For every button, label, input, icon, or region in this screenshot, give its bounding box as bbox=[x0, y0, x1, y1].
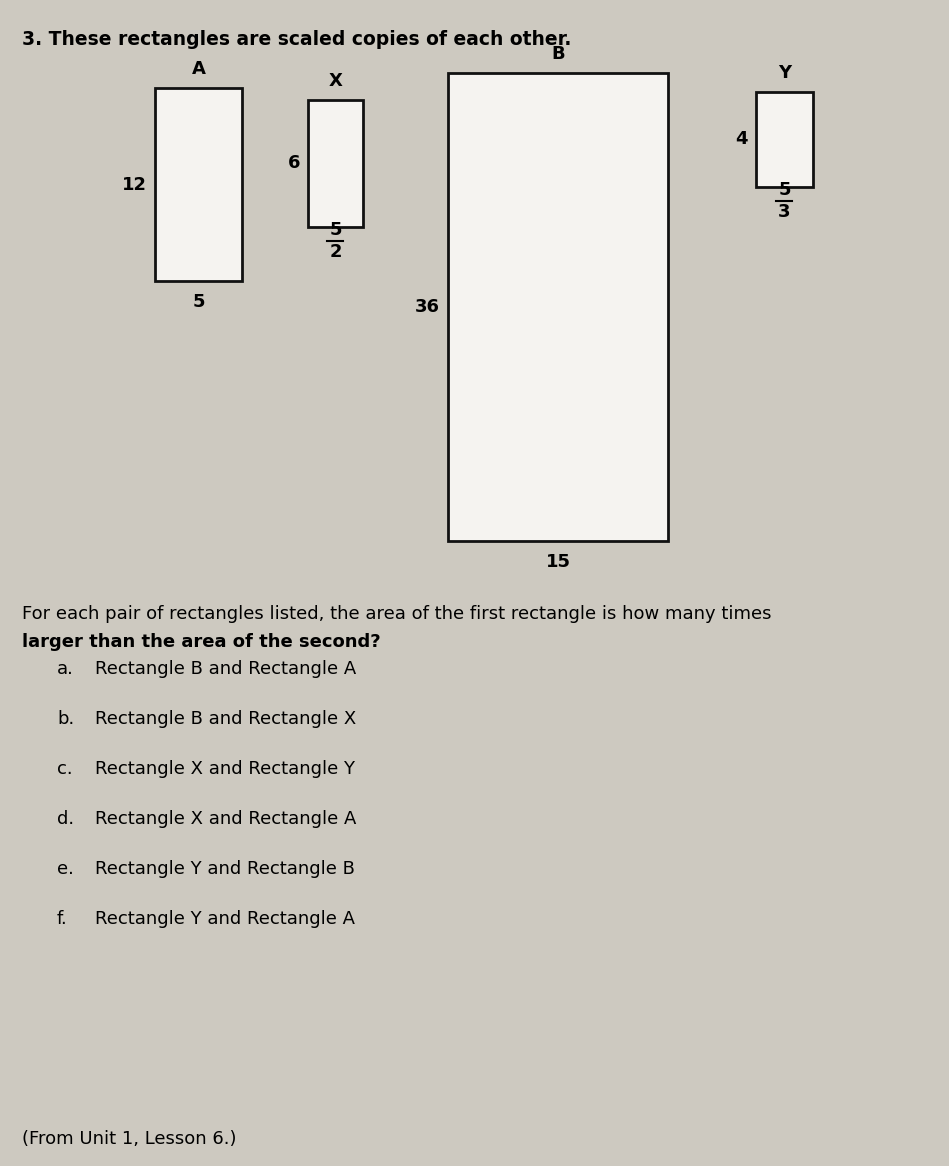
Text: 36: 36 bbox=[415, 298, 440, 316]
Text: 5: 5 bbox=[778, 181, 791, 199]
Text: 5: 5 bbox=[329, 222, 342, 239]
Text: 6: 6 bbox=[288, 155, 300, 173]
Text: d.: d. bbox=[57, 810, 74, 828]
Bar bbox=[448, 73, 668, 541]
Text: f.: f. bbox=[57, 909, 67, 928]
Text: Rectangle Y and Rectangle A: Rectangle Y and Rectangle A bbox=[95, 909, 355, 928]
Text: X: X bbox=[328, 72, 343, 90]
Text: a.: a. bbox=[57, 660, 74, 677]
Text: (From Unit 1, Lesson 6.): (From Unit 1, Lesson 6.) bbox=[22, 1130, 236, 1149]
Bar bbox=[308, 100, 363, 227]
Text: 4: 4 bbox=[735, 131, 748, 148]
Text: c.: c. bbox=[57, 760, 73, 778]
Text: larger than the area of the second?: larger than the area of the second? bbox=[22, 633, 381, 651]
Text: For each pair of rectangles listed, the area of the first rectangle is how many : For each pair of rectangles listed, the … bbox=[22, 605, 772, 623]
Text: e.: e. bbox=[57, 861, 74, 878]
Text: 3: 3 bbox=[778, 203, 791, 222]
Text: A: A bbox=[192, 59, 205, 78]
Text: 3. These rectangles are scaled copies of each other.: 3. These rectangles are scaled copies of… bbox=[22, 30, 571, 49]
Text: Rectangle X and Rectangle A: Rectangle X and Rectangle A bbox=[95, 810, 357, 828]
Text: Rectangle B and Rectangle A: Rectangle B and Rectangle A bbox=[95, 660, 356, 677]
Bar bbox=[756, 92, 813, 187]
Text: Rectangle B and Rectangle X: Rectangle B and Rectangle X bbox=[95, 710, 356, 728]
Text: b.: b. bbox=[57, 710, 74, 728]
Text: Rectangle X and Rectangle Y: Rectangle X and Rectangle Y bbox=[95, 760, 355, 778]
Text: B: B bbox=[551, 45, 565, 63]
Bar bbox=[155, 87, 242, 281]
Text: 2: 2 bbox=[329, 243, 342, 261]
Text: 15: 15 bbox=[546, 553, 570, 571]
Text: 5: 5 bbox=[193, 293, 205, 311]
Text: 12: 12 bbox=[122, 176, 147, 194]
Text: Y: Y bbox=[778, 64, 791, 82]
Text: Rectangle Y and Rectangle B: Rectangle Y and Rectangle B bbox=[95, 861, 355, 878]
